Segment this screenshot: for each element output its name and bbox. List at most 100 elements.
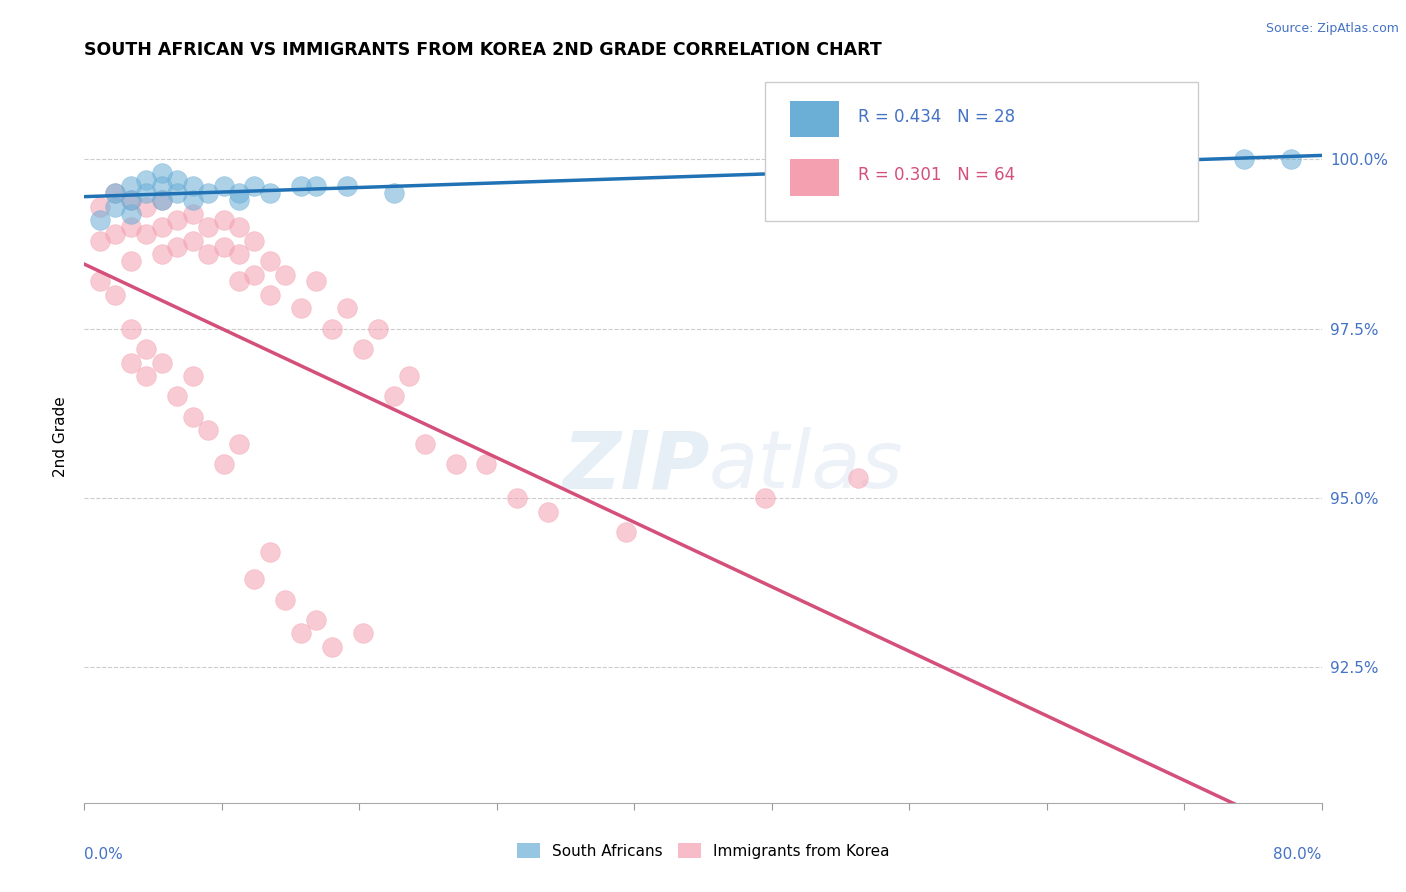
Point xyxy=(150,220,173,235)
Point xyxy=(181,193,204,207)
Point xyxy=(181,409,204,424)
Point xyxy=(120,206,142,220)
Point xyxy=(150,355,173,369)
Point xyxy=(150,193,173,207)
Point xyxy=(104,186,127,201)
Point xyxy=(197,247,219,261)
Point xyxy=(290,301,312,316)
Point xyxy=(228,437,250,451)
Point xyxy=(305,274,328,288)
Text: R = 0.301   N = 64: R = 0.301 N = 64 xyxy=(858,167,1015,185)
Point xyxy=(104,186,127,201)
Point xyxy=(212,213,235,227)
Point xyxy=(104,288,127,302)
FancyBboxPatch shape xyxy=(765,82,1198,221)
Point xyxy=(336,179,359,194)
Point xyxy=(305,179,328,194)
Point xyxy=(120,355,142,369)
Point xyxy=(382,389,405,403)
Point xyxy=(166,389,188,403)
Point xyxy=(228,220,250,235)
Point xyxy=(120,254,142,268)
Point xyxy=(135,186,157,201)
Point xyxy=(352,342,374,356)
Point xyxy=(120,179,142,194)
Point xyxy=(135,369,157,384)
Point xyxy=(135,342,157,356)
Point xyxy=(614,524,637,539)
Point xyxy=(506,491,529,505)
Text: 80.0%: 80.0% xyxy=(1274,847,1322,862)
Legend: South Africans, Immigrants from Korea: South Africans, Immigrants from Korea xyxy=(510,837,896,864)
Point xyxy=(120,220,142,235)
Bar xyxy=(790,101,839,137)
Point xyxy=(259,186,281,201)
Point xyxy=(321,640,343,654)
Text: ZIP: ZIP xyxy=(562,427,709,506)
Point xyxy=(181,369,204,384)
Point xyxy=(243,234,266,248)
Point xyxy=(259,254,281,268)
Point xyxy=(398,369,420,384)
Text: 0.0%: 0.0% xyxy=(84,847,124,862)
Text: atlas: atlas xyxy=(709,427,904,506)
Point xyxy=(120,193,142,207)
Point xyxy=(120,322,142,336)
Point xyxy=(150,247,173,261)
Point xyxy=(120,193,142,207)
Point xyxy=(135,200,157,214)
Point xyxy=(150,193,173,207)
Point xyxy=(382,186,405,201)
Y-axis label: 2nd Grade: 2nd Grade xyxy=(53,397,69,477)
Text: R = 0.434   N = 28: R = 0.434 N = 28 xyxy=(858,108,1015,126)
Point xyxy=(150,166,173,180)
Point xyxy=(166,172,188,186)
Point xyxy=(197,220,219,235)
Point xyxy=(413,437,436,451)
Point xyxy=(290,179,312,194)
Point xyxy=(321,322,343,336)
Point xyxy=(259,545,281,559)
Point xyxy=(212,457,235,471)
Point xyxy=(846,471,869,485)
Point xyxy=(104,227,127,241)
Point xyxy=(259,288,281,302)
Point xyxy=(537,505,560,519)
Point xyxy=(1078,153,1101,167)
Point xyxy=(228,186,250,201)
Bar xyxy=(790,159,839,195)
Point xyxy=(181,179,204,194)
Point xyxy=(135,172,157,186)
Point xyxy=(754,491,776,505)
Point xyxy=(166,240,188,254)
Point xyxy=(475,457,498,471)
Point xyxy=(166,186,188,201)
Point xyxy=(444,457,467,471)
Point xyxy=(228,247,250,261)
Point xyxy=(228,193,250,207)
Point xyxy=(243,179,266,194)
Point xyxy=(197,186,219,201)
Point xyxy=(212,179,235,194)
Point xyxy=(166,213,188,227)
Point xyxy=(352,626,374,640)
Point xyxy=(89,274,111,288)
Point xyxy=(367,322,389,336)
Point xyxy=(150,179,173,194)
Point xyxy=(1279,153,1302,167)
Point xyxy=(135,227,157,241)
Point xyxy=(228,274,250,288)
Point xyxy=(197,423,219,437)
Point xyxy=(290,626,312,640)
Point xyxy=(243,268,266,282)
Point xyxy=(243,572,266,586)
Point xyxy=(89,200,111,214)
Point xyxy=(181,234,204,248)
Point xyxy=(181,206,204,220)
Text: Source: ZipAtlas.com: Source: ZipAtlas.com xyxy=(1265,22,1399,36)
Point xyxy=(274,268,297,282)
Point xyxy=(89,213,111,227)
Text: SOUTH AFRICAN VS IMMIGRANTS FROM KOREA 2ND GRADE CORRELATION CHART: SOUTH AFRICAN VS IMMIGRANTS FROM KOREA 2… xyxy=(84,41,882,59)
Point xyxy=(274,592,297,607)
Point xyxy=(305,613,328,627)
